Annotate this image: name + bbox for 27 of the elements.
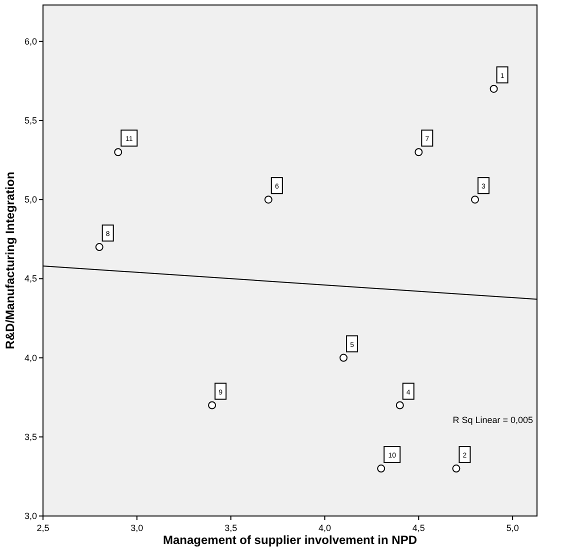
- y-tick-label: 6,0: [24, 36, 37, 46]
- x-tick-label: 4,0: [318, 523, 332, 533]
- y-tick-label: 3,0: [24, 511, 37, 521]
- point: [114, 148, 122, 156]
- y-tick-label: 5,5: [24, 115, 37, 126]
- x-tick-label: 4,5: [412, 523, 425, 533]
- annotation: R Sq Linear = 0,005: [452, 415, 533, 425]
- x-axis-title: Management of supplier involvement in NPD: [162, 533, 418, 547]
- point: [396, 401, 404, 410]
- y-tick-label: 4,0: [24, 352, 37, 363]
- point: [95, 243, 104, 252]
- x-tick-label: 3,0: [130, 523, 144, 533]
- y-axis-title: R&D/Manufacturing Integration: [3, 172, 17, 350]
- point: [208, 401, 216, 410]
- point: [490, 84, 498, 93]
- x-tick-label: 2,5: [36, 523, 50, 533]
- point: [264, 196, 272, 204]
- y-tick-label: 5,0: [24, 194, 37, 205]
- y-tick-label: 3,5: [24, 432, 37, 442]
- point: [471, 196, 480, 204]
- y-tick-label: 4,5: [24, 274, 37, 284]
- point: [340, 354, 348, 362]
- point: [377, 464, 386, 473]
- point: [414, 148, 423, 156]
- x-tick-label: 5,0: [506, 523, 519, 533]
- point: [452, 464, 460, 473]
- x-tick-label: 3,5: [224, 523, 238, 533]
